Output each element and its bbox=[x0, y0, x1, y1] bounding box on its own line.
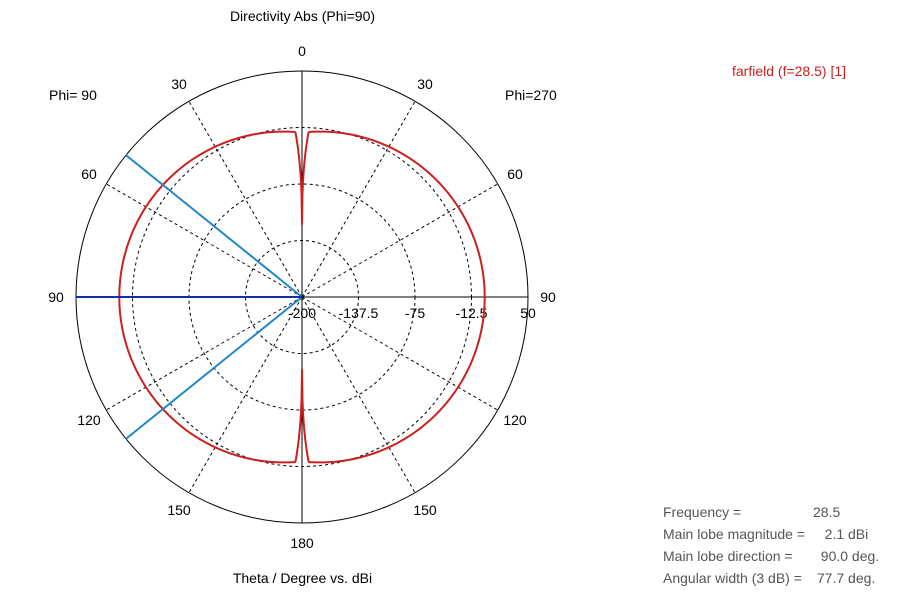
info-main-lobe-direction: Main lobe direction = 90.0 deg. bbox=[663, 548, 880, 564]
phi-left-label: Phi= 90 bbox=[49, 87, 97, 103]
angle-label: 60 bbox=[81, 166, 97, 182]
info-frequency: Frequency = 28.5 bbox=[663, 504, 841, 520]
grid-spoke bbox=[106, 296, 303, 411]
angle-label: 150 bbox=[167, 502, 191, 518]
grid-spoke bbox=[301, 296, 416, 493]
grid-spoke bbox=[188, 296, 303, 493]
phi-right-label: Phi=270 bbox=[505, 87, 557, 103]
legend-entry: farfield (f=28.5) [1] bbox=[732, 63, 847, 79]
angle-label: 120 bbox=[77, 412, 101, 428]
grid-spoke bbox=[106, 183, 303, 298]
grid-spoke bbox=[188, 101, 303, 298]
angle-label: 90 bbox=[48, 289, 64, 305]
angle-label: 30 bbox=[171, 76, 187, 92]
chart-title: Directivity Abs (Phi=90) bbox=[229, 8, 376, 24]
radial-tick-label: -200 bbox=[288, 305, 316, 321]
info-angular-width: Angular width (3 dB) = 77.7 deg. bbox=[663, 570, 876, 586]
axis-label: Theta / Degree vs. dBi bbox=[232, 570, 373, 586]
info-panel: Frequency = 28.5 Main lobe magnitude = 2.… bbox=[663, 501, 879, 589]
angle-label: 150 bbox=[413, 502, 437, 518]
angle-label: 180 bbox=[290, 535, 314, 551]
angle-label: 0 bbox=[298, 43, 306, 59]
pattern-curve bbox=[118, 130, 486, 464]
beamwidth-line bbox=[125, 154, 303, 298]
radial-tick-label: -137.5 bbox=[339, 305, 379, 321]
radial-tick-label: 50 bbox=[520, 305, 536, 321]
angle-label: 120 bbox=[503, 412, 527, 428]
grid-spoke bbox=[301, 296, 498, 411]
beamwidth-line bbox=[125, 296, 303, 440]
angle-label: 90 bbox=[540, 289, 556, 305]
grid-spoke bbox=[301, 101, 416, 298]
radial-tick-label: -75 bbox=[405, 305, 425, 321]
angle-label: 60 bbox=[507, 166, 523, 182]
info-main-lobe-magnitude: Main lobe magnitude = 2.1 dBi bbox=[663, 526, 869, 542]
radial-tick-label: -12.5 bbox=[456, 305, 488, 321]
angle-label: 30 bbox=[417, 76, 433, 92]
grid-spoke bbox=[301, 183, 498, 298]
